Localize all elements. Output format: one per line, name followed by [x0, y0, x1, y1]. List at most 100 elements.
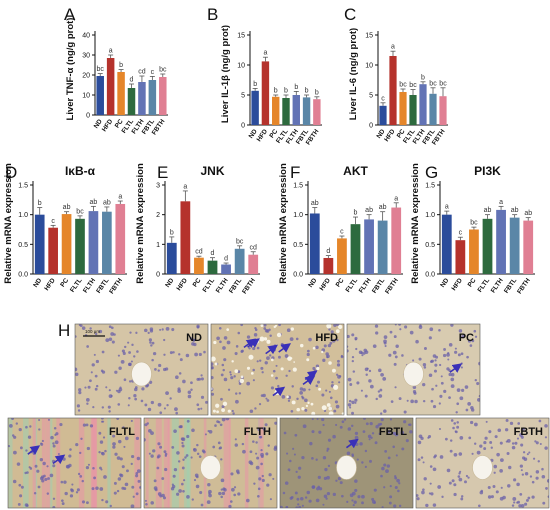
nucleus	[242, 449, 246, 454]
nucleus	[306, 349, 310, 353]
nucleus	[374, 441, 378, 445]
nucleus	[132, 495, 135, 498]
nucleus	[285, 506, 289, 508]
nucleus	[49, 473, 54, 478]
nucleus	[447, 352, 450, 355]
nucleus	[448, 343, 453, 347]
nucleus	[136, 469, 141, 473]
bar-nd	[309, 213, 320, 274]
nucleus	[354, 336, 358, 340]
nucleus	[121, 349, 125, 353]
nucleus	[15, 422, 18, 425]
nucleus	[75, 335, 77, 338]
nucleus	[156, 466, 160, 470]
nucleus	[63, 480, 67, 484]
nucleus	[32, 451, 36, 455]
nucleus	[232, 412, 235, 415]
nucleus	[492, 484, 496, 488]
nucleus	[94, 374, 98, 378]
nucleus	[275, 364, 278, 367]
nucleus	[334, 400, 339, 404]
nucleus	[77, 409, 81, 412]
nucleus	[107, 405, 111, 409]
nucleus	[380, 474, 383, 478]
nucleus	[479, 444, 483, 448]
nucleus	[281, 394, 286, 399]
nucleus	[197, 407, 201, 411]
category-label: PC	[335, 277, 346, 289]
nucleus	[218, 491, 222, 496]
nucleus	[456, 421, 459, 424]
lipid-droplet	[328, 406, 333, 411]
category-label: PC	[396, 128, 407, 140]
nucleus	[147, 407, 152, 412]
nucleus	[450, 419, 454, 422]
lipid-droplet	[246, 366, 251, 370]
nucleus	[523, 457, 528, 461]
nucleus	[124, 482, 129, 487]
nucleus	[33, 492, 37, 495]
nucleus	[220, 373, 224, 377]
nucleus	[322, 423, 325, 427]
lipid-droplet	[326, 324, 332, 329]
nucleus	[252, 379, 255, 382]
nucleus	[119, 457, 123, 461]
stain-streak	[56, 418, 61, 508]
nucleus	[261, 371, 264, 374]
micrograph-label: HFD	[315, 332, 338, 344]
bar-fbtl	[509, 217, 520, 274]
nucleus	[219, 423, 223, 427]
nucleus	[449, 449, 453, 453]
nucleus	[92, 466, 95, 470]
nucleus	[396, 478, 400, 483]
nucleus	[443, 389, 447, 393]
nucleus	[52, 464, 56, 468]
nucleus	[297, 503, 300, 506]
nucleus	[335, 404, 340, 409]
lipid-droplet	[227, 409, 231, 413]
significance-letter: d	[224, 256, 228, 263]
nucleus	[285, 452, 289, 455]
micrograph-label: FBTH	[514, 426, 543, 438]
nucleus	[136, 350, 139, 353]
y-tick-label: 0.0	[425, 272, 435, 279]
nucleus	[185, 353, 190, 358]
nucleus	[190, 388, 193, 391]
lipid-droplet	[263, 337, 268, 341]
nucleus	[469, 420, 474, 425]
nucleus	[162, 496, 167, 500]
nucleus	[479, 490, 484, 495]
nucleus	[200, 374, 203, 377]
nucleus	[414, 399, 418, 404]
nucleus	[304, 408, 308, 412]
nucleus	[123, 378, 127, 382]
nucleus	[216, 336, 220, 341]
nucleus	[499, 441, 503, 445]
nucleus	[265, 397, 268, 400]
nucleus	[105, 386, 108, 389]
nucleus	[365, 373, 368, 376]
nucleus	[322, 455, 327, 460]
nucleus	[389, 418, 393, 421]
nucleus	[165, 391, 169, 396]
nucleus	[311, 456, 314, 460]
nucleus	[459, 436, 464, 440]
nucleus	[460, 366, 463, 369]
nucleus	[464, 385, 469, 389]
nucleus	[349, 493, 354, 498]
significance-letter: bc	[429, 80, 437, 87]
bar-flth	[364, 219, 374, 274]
lipid-droplet	[211, 356, 216, 362]
category-label: FLTL	[202, 277, 217, 294]
nucleus	[20, 485, 24, 489]
nucleus	[377, 390, 381, 393]
nucleus	[16, 462, 21, 466]
nucleus	[8, 424, 13, 428]
nucleus	[230, 472, 234, 476]
panel-label: B	[207, 5, 218, 24]
nucleus	[165, 367, 169, 371]
nucleus	[474, 442, 477, 445]
nucleus	[110, 394, 113, 397]
